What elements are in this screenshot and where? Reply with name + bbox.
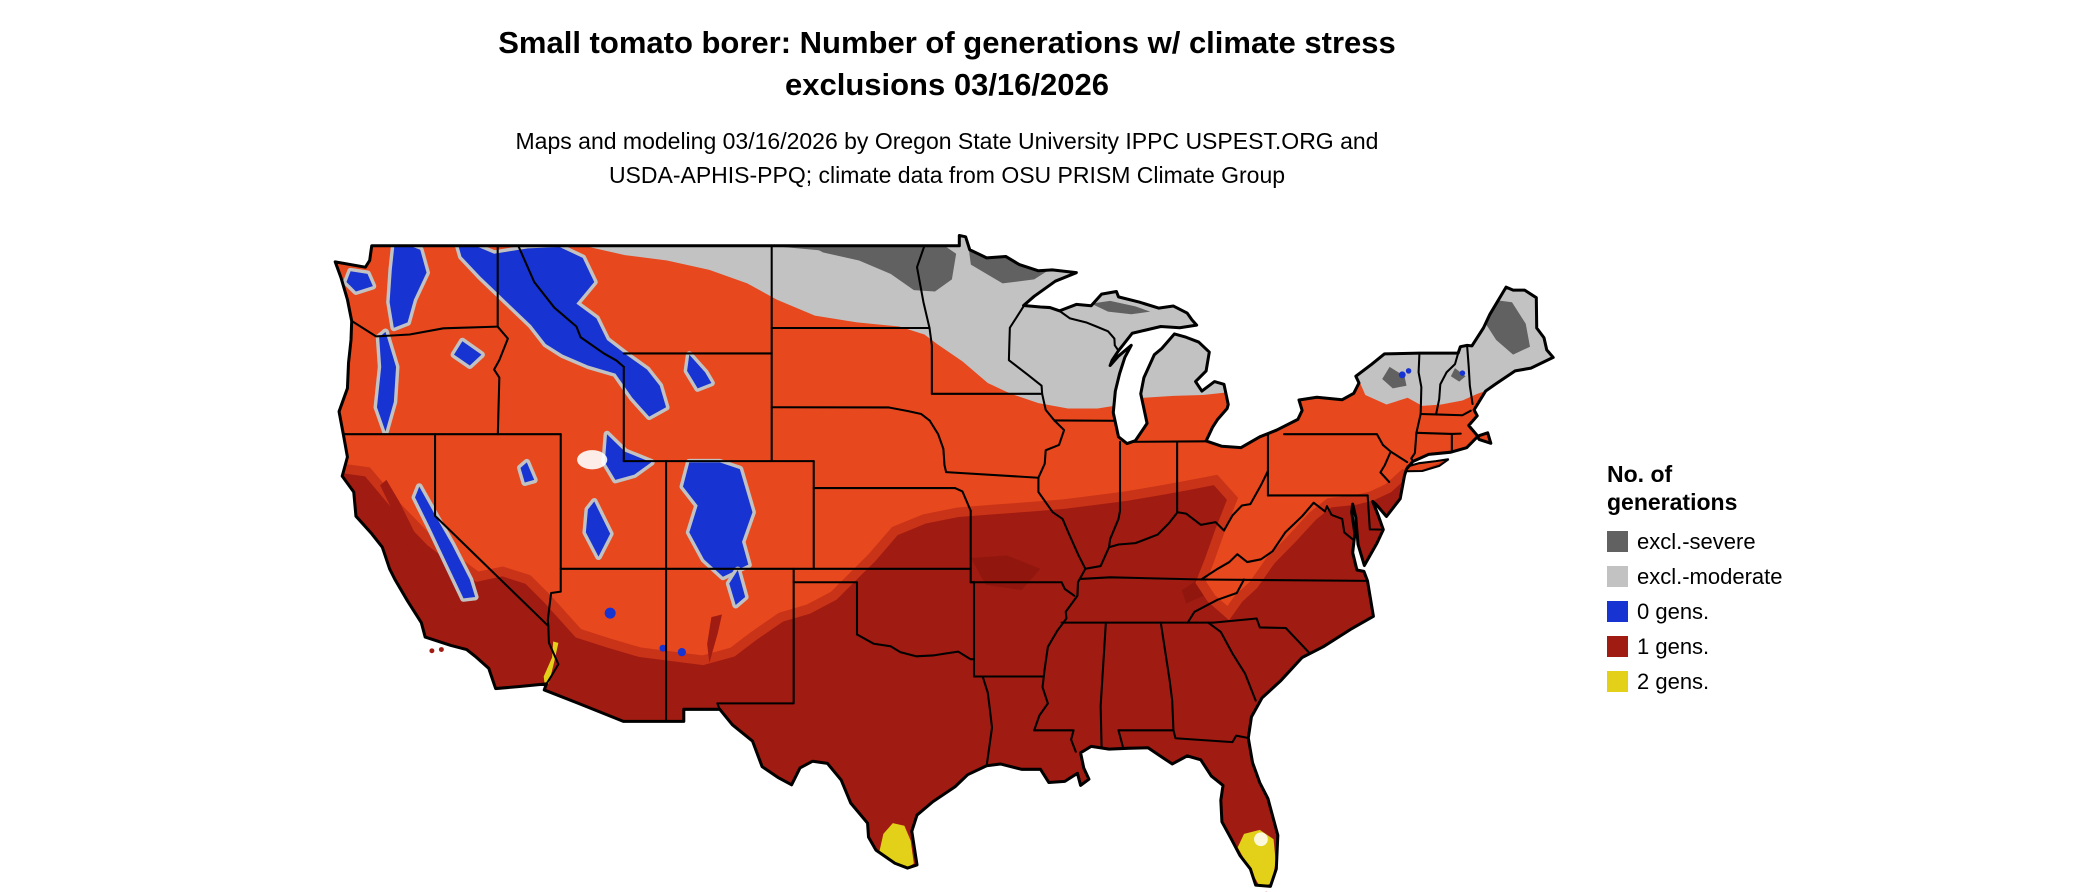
region-0-gens (725, 566, 749, 609)
region-0-gens (683, 351, 715, 392)
region-excl-severe (1091, 300, 1151, 315)
map-credits: Maps and modeling 03/16/2026 by Oregon S… (297, 124, 1597, 192)
legend: No. of generations excl.-severe excl.-mo… (1607, 460, 1783, 703)
region-0-gens (679, 458, 756, 581)
region-0-gens (373, 328, 400, 435)
lake-okeechobee (1254, 832, 1268, 847)
region-0-gens (411, 483, 479, 602)
region-0-gens (582, 498, 614, 561)
region-excl-severe (1450, 368, 1466, 382)
channel-island-dot (429, 648, 435, 654)
region-0-gens (450, 337, 485, 369)
legend-item-1-gens: 1 gens. (1607, 633, 1783, 660)
legend-swatch-0-gens (1607, 601, 1628, 622)
channel-island-dot (438, 647, 444, 653)
state-borders (342, 244, 1474, 767)
credits-line-1: Maps and modeling 03/16/2026 by Oregon S… (515, 128, 1379, 154)
legend-swatch-excl-severe (1607, 531, 1628, 552)
great-salt-lake (577, 450, 608, 470)
legend-swatch-1-gens (1607, 636, 1628, 657)
region-0-gens (343, 267, 377, 295)
map-title: Small tomato borer: Number of generation… (297, 22, 1597, 106)
legend-swatch-excl-moderate (1607, 566, 1628, 587)
title-line-1: Small tomato borer: Number of generation… (498, 25, 1396, 60)
region-2-gens (879, 823, 914, 867)
legend-title-line-2: generations (1607, 489, 1738, 515)
legend-title: No. of generations (1607, 460, 1783, 516)
legend-item-excl-severe: excl.-severe (1607, 528, 1783, 555)
legend-item-2-gens: 2 gens. (1607, 668, 1783, 695)
us-map (325, 229, 1570, 892)
legend-label-0-gens: 0 gens. (1637, 598, 1710, 624)
title-line-2: exclusions 03/16/2026 (784, 67, 1109, 102)
region-0-gens (386, 236, 430, 332)
region-2-gens (1237, 829, 1276, 887)
us-map-svg (333, 233, 1555, 892)
credits-line-2: USDA-APHIS-PPQ; climate data from OSU PR… (608, 162, 1286, 188)
region-0-gens (517, 458, 538, 486)
legend-swatch-2-gens (1607, 671, 1628, 692)
legend-label-excl-severe: excl.-severe (1637, 528, 1756, 554)
legend-label-1-gens: 1 gens. (1637, 633, 1710, 659)
region-2-gens (543, 641, 559, 685)
legend-item-excl-moderate: excl.-moderate (1607, 563, 1783, 590)
region-excl-severe (1481, 299, 1530, 355)
region-excl-moderate-northeast (1354, 259, 1554, 406)
long-island-outline (1405, 458, 1450, 473)
region-excl-severe (1382, 366, 1407, 389)
legend-title-line-1: No. of (1607, 461, 1673, 487)
legend-label-excl-moderate: excl.-moderate (1637, 563, 1783, 589)
region-excl-severe (789, 235, 957, 292)
legend-label-2-gens: 2 gens. (1637, 668, 1710, 694)
region-0-gens (452, 235, 670, 421)
legend-item-0-gens: 0 gens. (1607, 598, 1783, 625)
us-outline (333, 233, 1555, 888)
